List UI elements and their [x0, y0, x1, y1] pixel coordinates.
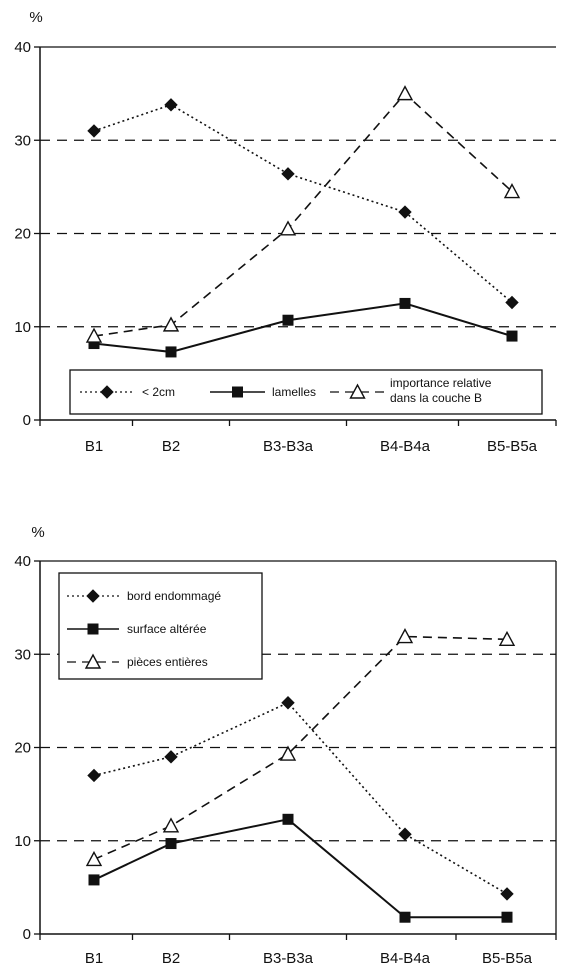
data-point-triangle-open [279, 745, 297, 761]
y-tick-label: 30 [14, 132, 31, 149]
data-point-triangle-open [498, 630, 516, 647]
data-point-triangle-open [503, 183, 521, 199]
series-line-1 [93, 701, 508, 895]
data-point-diamond [281, 696, 295, 710]
y-unit-label: % [31, 524, 44, 541]
legend-marker-square [87, 623, 99, 635]
data-point-diamond [164, 98, 178, 112]
legend-label: surface altérée [127, 622, 207, 636]
x-tick-label: B4-B4a [380, 438, 431, 455]
x-tick-label: B3-B3a [263, 438, 314, 455]
legend-label: importance relative [390, 376, 492, 390]
data-point-square [165, 346, 177, 358]
y-tick-label: 10 [14, 319, 31, 336]
data-point-triangle-open [162, 316, 180, 332]
data-point-triangle-open [279, 220, 297, 236]
y-tick-label: 20 [14, 740, 31, 757]
data-point-triangle-open [85, 850, 103, 867]
y-tick-label: 20 [14, 226, 31, 243]
x-tick-label: B4-B4a [380, 950, 431, 967]
y-tick-label: 0 [23, 412, 31, 429]
data-point-diamond [500, 887, 514, 901]
x-tick-label: B1 [85, 950, 103, 967]
data-point-triangle-open [85, 327, 103, 343]
data-point-square [399, 297, 411, 309]
data-point-square [282, 314, 294, 326]
legend-marker-diamond [86, 589, 100, 603]
data-point-diamond [87, 124, 101, 138]
x-tick-label: B2 [162, 438, 180, 455]
data-point-diamond [398, 827, 412, 841]
data-point-diamond [164, 750, 178, 764]
chart-1: % 0 10 20 30 40 B1 B2 B3-B3a B4-B4a B5-B5a < 2cm lam… [14, 9, 557, 455]
x-tick-label: B5-B5a [482, 950, 533, 967]
series-line-3 [93, 635, 508, 861]
data-point-triangle-open [162, 817, 180, 833]
data-point-diamond [281, 167, 295, 181]
data-point-diamond [398, 205, 412, 219]
x-tick-label: B3-B3a [263, 950, 314, 967]
y-tick-label: 40 [14, 39, 31, 56]
data-point-triangle-open [396, 628, 414, 644]
x-tick-label: B1 [85, 438, 103, 455]
legend-box [69, 369, 543, 415]
legend-label: dans la couche B [390, 391, 482, 405]
data-point-square [506, 330, 518, 342]
data-point-diamond [505, 295, 519, 310]
legend-marker-square [232, 386, 243, 398]
data-point-triangle-open [396, 85, 414, 101]
x-tick-label: B2 [162, 950, 180, 967]
data-point-square [88, 874, 100, 886]
y-tick-label: 0 [23, 926, 31, 943]
legend-label: < 2cm [142, 385, 175, 399]
data-point-square [165, 838, 177, 850]
y-tick-label: 10 [14, 833, 31, 850]
y-unit-label: % [29, 9, 42, 26]
y-tick-label: 40 [14, 553, 31, 570]
data-point-diamond [87, 768, 101, 783]
legend-label: lamelles [272, 385, 316, 399]
x-tick-label: B5-B5a [487, 438, 538, 455]
data-point-square [501, 911, 513, 923]
chart-2: % 0 10 20 30 40 B1 B2 B3-B3a B4-B4a B5-B5a bord end… [14, 524, 557, 967]
data-point-square [399, 911, 411, 923]
legend: bord endommagé surface altérée pièces enti… [58, 572, 263, 680]
series-line-3 [93, 92, 513, 337]
legend-label: bord endommagé [127, 589, 221, 603]
data-point-square [88, 338, 100, 350]
legend-marker-triangle-open [349, 383, 366, 399]
legend-marker-triangle-open [84, 653, 102, 669]
series-line-2 [93, 818, 507, 919]
y-tick-label: 30 [14, 646, 31, 663]
series-line-1 [93, 103, 513, 304]
legend-marker-diamond [100, 385, 114, 399]
legend-label: pièces entières [127, 655, 208, 669]
data-point-square [282, 813, 294, 825]
